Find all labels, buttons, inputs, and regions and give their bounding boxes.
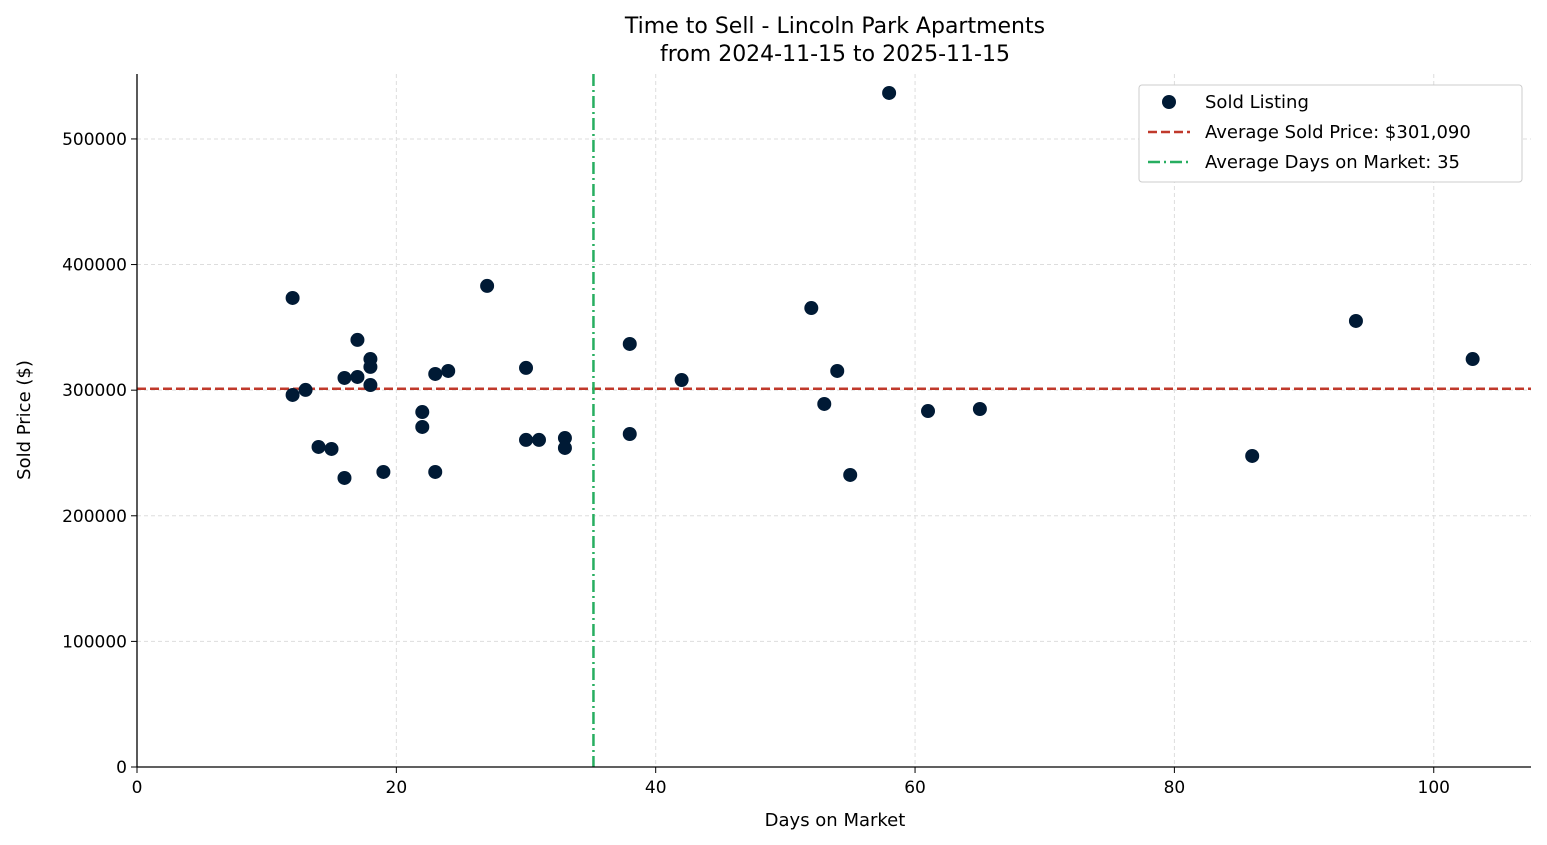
x-tick-label: 80 (1164, 778, 1186, 798)
y-axis-label: Sold Price ($) (14, 360, 35, 480)
chart-title: Time to Sell - Lincoln Park Apartments (624, 14, 1045, 39)
data-point (843, 467, 858, 482)
data-point (972, 402, 987, 417)
data-point (337, 370, 352, 385)
x-tick-label: 40 (645, 778, 667, 798)
data-point (921, 404, 936, 419)
data-point (415, 405, 430, 420)
data-point (1245, 448, 1260, 463)
data-point (622, 427, 637, 442)
x-tick-label: 60 (904, 778, 926, 798)
x-axis-label: Days on Market (765, 810, 906, 831)
data-point (1465, 352, 1480, 367)
data-point (531, 432, 546, 447)
data-point (337, 470, 352, 485)
data-point (804, 301, 819, 316)
data-point (285, 290, 300, 305)
y-tick-label: 500000 (62, 130, 127, 150)
data-point (557, 440, 572, 455)
legend: Sold Listing Average Sold Price: $301,09… (1138, 84, 1523, 183)
y-tick-label: 400000 (62, 256, 127, 276)
legend-marker-points (1162, 95, 1176, 109)
data-point (557, 431, 572, 446)
data-point (622, 336, 637, 351)
y-tick-label: 300000 (62, 381, 127, 401)
data-point (324, 441, 339, 456)
data-point (285, 387, 300, 402)
y-tick-label: 0 (116, 758, 127, 778)
points (285, 85, 1480, 485)
data-point (674, 372, 689, 387)
legend-box (1138, 84, 1523, 183)
data-point (882, 85, 897, 100)
data-point (363, 359, 378, 374)
data-point (441, 363, 456, 378)
data-point (1348, 313, 1363, 328)
legend-label-avg-days: Average Days on Market: 35 (1205, 152, 1460, 173)
data-point (363, 378, 378, 393)
reference-lines (137, 74, 1531, 767)
data-point (480, 278, 495, 293)
axes: 0 20 40 60 80 100 0 100000 200000 300000 400000 500… (62, 74, 1531, 798)
data-point (830, 363, 845, 378)
data-point (376, 464, 391, 479)
x-tick-label: 0 (132, 778, 143, 798)
legend-label-points: Sold Listing (1205, 92, 1309, 113)
data-point (350, 332, 365, 347)
data-point (415, 419, 430, 434)
data-point (817, 396, 832, 411)
data-point (298, 382, 313, 397)
data-point (519, 432, 534, 447)
y-tick-label: 200000 (62, 507, 127, 527)
data-point (428, 366, 443, 381)
chart-subtitle: from 2024-11-15 to 2025-11-15 (660, 42, 1010, 67)
legend-label-avg-price: Average Sold Price: $301,090 (1205, 122, 1471, 143)
y-tick-label: 100000 (62, 632, 127, 652)
data-point (519, 360, 534, 375)
x-tick-label: 100 (1418, 778, 1450, 798)
data-point (350, 369, 365, 384)
data-point (311, 439, 326, 454)
x-tick-label: 20 (386, 778, 408, 798)
data-point (428, 464, 443, 479)
